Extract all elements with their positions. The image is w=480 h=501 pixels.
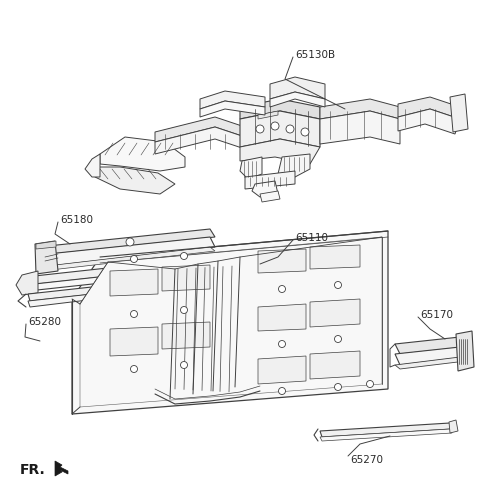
Circle shape [131, 311, 137, 318]
Polygon shape [240, 140, 320, 165]
Polygon shape [395, 357, 466, 369]
Polygon shape [110, 270, 158, 297]
Text: 65130B: 65130B [295, 50, 335, 60]
Polygon shape [55, 461, 68, 476]
Polygon shape [38, 247, 215, 272]
Polygon shape [310, 351, 360, 379]
Text: 65110: 65110 [295, 232, 328, 242]
Polygon shape [95, 168, 175, 194]
Polygon shape [395, 337, 466, 354]
Polygon shape [398, 98, 460, 120]
Circle shape [256, 126, 264, 134]
Circle shape [335, 384, 341, 391]
Polygon shape [200, 102, 265, 118]
Polygon shape [240, 100, 320, 120]
Circle shape [131, 256, 137, 263]
Polygon shape [245, 172, 295, 189]
Polygon shape [258, 112, 278, 120]
Polygon shape [200, 92, 265, 110]
Polygon shape [110, 327, 158, 356]
Polygon shape [310, 245, 360, 270]
Text: 65180: 65180 [60, 214, 93, 224]
Polygon shape [270, 93, 325, 108]
Circle shape [278, 388, 286, 395]
Circle shape [301, 129, 309, 137]
Polygon shape [258, 249, 306, 274]
Polygon shape [450, 95, 468, 133]
Polygon shape [240, 158, 262, 180]
Polygon shape [252, 182, 278, 197]
Polygon shape [456, 331, 474, 371]
Polygon shape [16, 272, 38, 296]
Polygon shape [155, 118, 245, 143]
Circle shape [126, 238, 134, 246]
Polygon shape [240, 112, 320, 148]
Polygon shape [80, 237, 382, 407]
Text: 65170: 65170 [420, 310, 453, 319]
Polygon shape [320, 429, 452, 441]
Polygon shape [258, 356, 306, 384]
Polygon shape [398, 110, 460, 135]
Polygon shape [36, 241, 56, 249]
Polygon shape [270, 78, 325, 100]
Polygon shape [162, 266, 210, 292]
Circle shape [335, 282, 341, 289]
Polygon shape [258, 305, 306, 331]
Polygon shape [320, 100, 400, 120]
Polygon shape [162, 322, 210, 349]
Polygon shape [320, 423, 452, 437]
Circle shape [131, 366, 137, 373]
Polygon shape [28, 284, 196, 308]
Polygon shape [25, 260, 194, 286]
Text: FR.: FR. [20, 462, 46, 476]
Polygon shape [25, 268, 194, 292]
Polygon shape [449, 420, 458, 433]
Circle shape [180, 253, 188, 260]
Polygon shape [85, 155, 100, 178]
Text: 65280: 65280 [28, 316, 61, 326]
Circle shape [180, 362, 188, 369]
Circle shape [335, 336, 341, 343]
Circle shape [367, 381, 373, 388]
Polygon shape [155, 128, 245, 155]
Polygon shape [395, 347, 466, 365]
Polygon shape [28, 277, 196, 302]
Polygon shape [35, 241, 58, 275]
Polygon shape [38, 229, 215, 256]
Polygon shape [278, 155, 310, 178]
Circle shape [278, 341, 286, 348]
Circle shape [286, 126, 294, 134]
Text: 65270: 65270 [350, 454, 383, 464]
Polygon shape [320, 112, 400, 145]
Polygon shape [72, 231, 388, 414]
Circle shape [180, 307, 188, 314]
Polygon shape [310, 300, 360, 327]
Circle shape [278, 286, 286, 293]
Polygon shape [38, 237, 215, 268]
Circle shape [271, 123, 279, 131]
Polygon shape [100, 138, 185, 172]
Polygon shape [260, 191, 280, 202]
